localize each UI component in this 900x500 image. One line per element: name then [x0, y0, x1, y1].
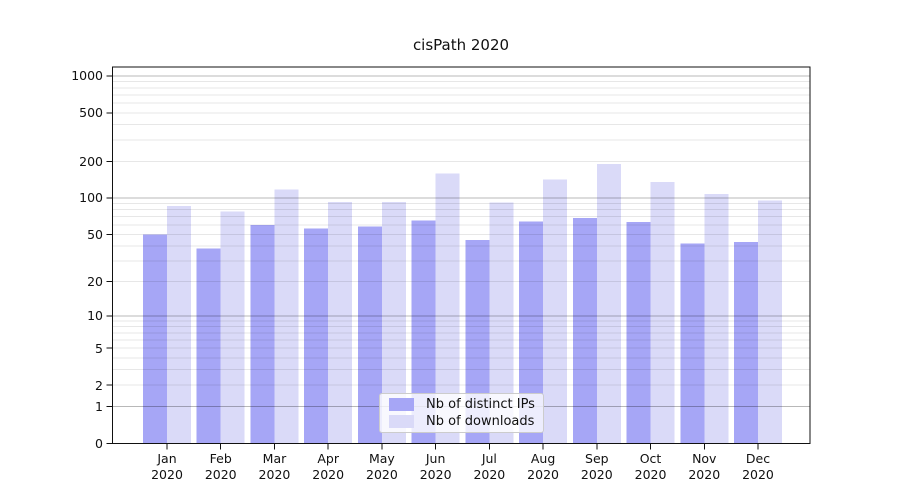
y-tick-label: 100 [79, 190, 103, 206]
legend-swatch-ips-icon [389, 398, 414, 412]
bar-ips-may [357, 226, 382, 444]
bar-downloads-mar [274, 189, 299, 444]
x-tick-label: Oct 2020 [634, 451, 667, 482]
bar-ips-feb [196, 248, 221, 444]
x-tick-label: Apr 2020 [312, 451, 345, 482]
bar-ips-nov [680, 243, 705, 444]
x-tick-label: May 2020 [366, 451, 398, 482]
plot-frame [112, 66, 811, 444]
bar-downloads-aug [543, 179, 568, 444]
y-tick-label: 1 [95, 399, 103, 415]
y-tick-label: 10 [87, 308, 103, 324]
y-tick-label: 2 [95, 377, 103, 393]
legend: Nb of distinct IPs Nb of downloads [379, 393, 544, 433]
y-tick-label: 0 [95, 436, 103, 451]
chart-title: cisPath 2020 [412, 36, 510, 54]
bar-ips-apr [304, 228, 329, 444]
legend-item-distinct-ips: Nb of distinct IPs [389, 397, 535, 413]
x-tick-label: Nov 2020 [688, 451, 721, 482]
x-tick-label: Jun 2020 [419, 451, 452, 482]
legend-label-ips: Nb of distinct IPs [426, 397, 535, 413]
bar-ips-oct [626, 222, 651, 444]
x-tick-label: Mar 2020 [258, 451, 291, 482]
y-tick-label: 50 [87, 226, 103, 242]
x-tick-label: Aug 2020 [527, 451, 559, 482]
y-tick-label: 20 [87, 274, 103, 290]
bar-ips-mar [250, 224, 275, 444]
x-tick-label: Feb 2020 [204, 451, 237, 482]
bar-downloads-apr [328, 201, 353, 444]
bar-downloads-jan [167, 205, 191, 444]
bar-downloads-feb [220, 211, 245, 444]
x-tick-label: Jan 2020 [151, 451, 183, 482]
bar-ips-jan [143, 234, 167, 444]
bar-ips-dec [733, 242, 758, 444]
bar-downloads-nov [704, 193, 729, 444]
legend-swatch-downloads-icon [389, 414, 414, 428]
bar-ips-sep [572, 218, 597, 444]
bar-downloads-sep [596, 163, 621, 444]
bar-downloads-oct [650, 182, 675, 444]
y-tick-label: 5 [95, 340, 103, 356]
y-tick-label: 500 [79, 105, 103, 121]
legend-label-downloads: Nb of downloads [426, 413, 535, 429]
y-tick-label: 1000 [71, 68, 103, 84]
x-tick-label: Jul 2020 [473, 451, 506, 482]
x-tick-label: Dec 2020 [742, 451, 774, 482]
x-tick-label: Sep 2020 [580, 451, 613, 482]
bar-downloads-dec [757, 200, 782, 444]
y-tick-label: 200 [79, 153, 103, 169]
legend-item-downloads: Nb of downloads [389, 414, 534, 429]
